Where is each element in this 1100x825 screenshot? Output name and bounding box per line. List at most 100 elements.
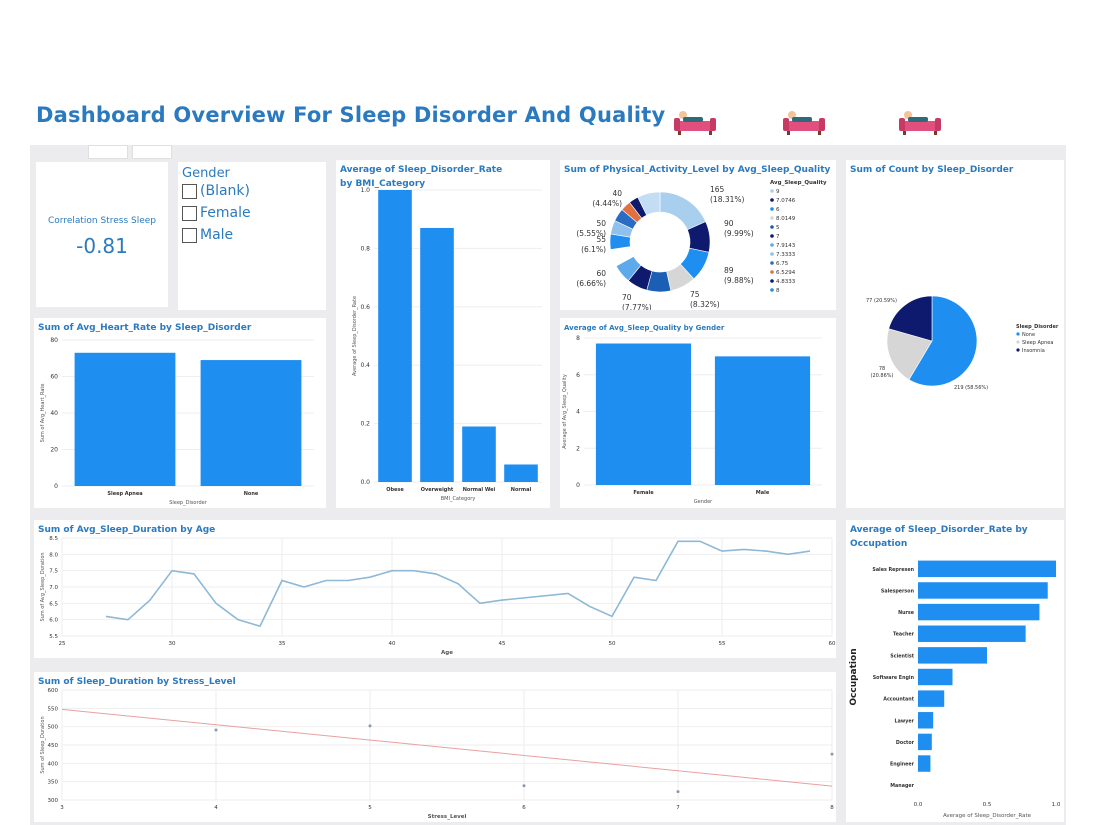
chart-title: Sum of Avg_Heart_Rate by Sleep_Disorder — [38, 323, 252, 333]
x-tick-label: Sleep Apnea — [107, 491, 142, 497]
slicer-item-blank[interactable]: (Blank) — [182, 183, 250, 199]
chart-title: Average of Sleep_Disorder_Rate by Occupa… — [850, 525, 1028, 549]
page-tab[interactable] — [132, 145, 172, 159]
y-tick-label: Scientist — [890, 653, 914, 659]
x-tick-label: 35 — [279, 641, 286, 647]
bar — [918, 733, 932, 751]
data-label: (7.77%) — [622, 303, 652, 310]
legend-marker — [770, 279, 774, 283]
bar — [595, 343, 692, 485]
checkbox[interactable] — [182, 183, 197, 199]
bar — [918, 603, 1040, 621]
y-tick-label: 60 — [50, 374, 58, 381]
checkbox[interactable] — [182, 227, 197, 243]
y-tick-label: 0.4 — [360, 362, 370, 369]
legend-title: Avg_Sleep_Quality — [770, 180, 827, 186]
y-tick-label: Doctor — [896, 740, 915, 746]
legend-marker — [1016, 332, 1020, 336]
legend-item: 4.8333 — [776, 279, 796, 285]
legend-item: 6.5294 — [776, 270, 796, 276]
y-tick-label: 2 — [576, 445, 580, 452]
data-label: (9.88%) — [724, 276, 754, 285]
bar — [420, 227, 454, 482]
y-tick-label: Engineer — [890, 762, 915, 768]
x-tick-label: 5 — [368, 805, 372, 811]
chart-title: Sum of Physical_Activity_Level by Avg_Sl… — [564, 165, 831, 175]
legend-item: 7.3333 — [776, 252, 796, 258]
y-tick-label: 0.2 — [360, 421, 370, 428]
x-tick-label: 0.5 — [983, 802, 992, 808]
data-label: 89 — [724, 266, 734, 275]
page-title: Dashboard Overview For Sleep Disorder An… — [36, 103, 666, 127]
bar — [74, 352, 176, 486]
legend-item: 8 — [776, 288, 780, 294]
slicer-title: Gender — [182, 166, 230, 181]
checkbox[interactable] — [182, 205, 197, 221]
data-label: 55 — [596, 235, 606, 244]
pie-slice — [659, 191, 707, 231]
bar — [378, 190, 412, 482]
legend-marker — [770, 288, 774, 292]
legend-item: 5 — [776, 225, 780, 231]
data-label: 60 — [596, 269, 606, 278]
page-tab[interactable] — [88, 145, 128, 159]
y-tick-label: 7.5 — [49, 569, 58, 575]
data-label: (5.55%) — [576, 229, 606, 238]
y-tick-label: Salesperson — [881, 588, 915, 594]
x-tick-label: 55 — [719, 641, 726, 647]
legend-marker — [1016, 348, 1020, 352]
data-label: 70 — [622, 293, 632, 302]
y-axis-title: Occupation — [849, 648, 859, 705]
pie-slice — [908, 295, 978, 387]
y-tick-label: 8 — [576, 335, 580, 342]
y-axis-title: Average of Sleep_Disorder_Rate — [352, 296, 358, 376]
legend-item: 7.9143 — [776, 243, 796, 249]
sleep-quality-chart: 0 2 4 6 8 Female Male Gender Average of Avg_Slee… — [562, 335, 822, 505]
x-axis-title: Sleep_Disorder — [169, 500, 208, 506]
y-tick-label: Lawyer — [895, 718, 915, 724]
y-tick-label: Nurse — [898, 610, 915, 616]
y-tick-label: Accountant — [883, 697, 914, 703]
x-tick-label: 40 — [389, 641, 396, 647]
kpi-label: Correlation Stress Sleep — [47, 216, 156, 226]
y-tick-label: 1.0 — [360, 187, 370, 194]
dashboard-header: Dashboard Overview For Sleep Disorder An… — [30, 95, 1066, 145]
data-label: (8.32%) — [690, 300, 720, 309]
x-tick-label: Male — [756, 490, 770, 496]
legend-item: Sleep Apnea — [1022, 340, 1053, 346]
chart-title: Sum of Sleep_Duration by Stress_Level — [38, 677, 236, 687]
y-tick-label: Manager — [890, 783, 914, 789]
bar — [918, 755, 931, 772]
y-axis-title: Sum of Avg_Heart_Rate — [40, 384, 46, 443]
trend-line — [61, 708, 833, 787]
data-label: (6.66%) — [576, 279, 606, 288]
x-axis-title: Average of Sleep_Disorder_Rate — [943, 813, 1032, 819]
y-axis-title: Average of Avg_Sleep_Quality — [562, 374, 568, 449]
y-tick-label: Teacher — [893, 632, 915, 638]
y-tick-label: 0.6 — [360, 304, 370, 311]
data-label: 40 — [612, 189, 622, 198]
y-tick-label: 550 — [48, 706, 59, 712]
legend-marker — [770, 234, 774, 238]
bar — [918, 582, 1048, 599]
legend-marker — [770, 261, 774, 265]
x-tick-label: 6 — [522, 805, 526, 811]
data-label: 90 — [724, 219, 734, 228]
y-tick-label: 500 — [48, 725, 59, 731]
slicer-item-female[interactable]: Female — [182, 205, 251, 221]
slicer-item-male[interactable]: Male — [182, 227, 233, 243]
occupation-bar-chart: Sales Represen Salesperson Nurse Teacher Sci… — [849, 560, 1061, 819]
x-tick-label: Obese — [386, 487, 404, 493]
x-tick-label: 50 — [609, 641, 616, 647]
y-tick-label: 400 — [48, 761, 59, 767]
x-tick-label: 45 — [499, 641, 506, 647]
count-pie-chart: 219 (58.56%) 78(20.86%) 77 (20.59%) Sleep_D… — [866, 295, 1059, 391]
y-tick-label: 0.8 — [360, 245, 370, 252]
y-tick-label: 8.0 — [49, 552, 58, 558]
pie-slice — [886, 328, 933, 381]
scatter-point — [830, 752, 834, 756]
y-tick-label: 7.0 — [49, 585, 58, 591]
bar — [918, 647, 987, 664]
bar — [918, 690, 945, 707]
x-tick-label: 30 — [169, 641, 176, 647]
